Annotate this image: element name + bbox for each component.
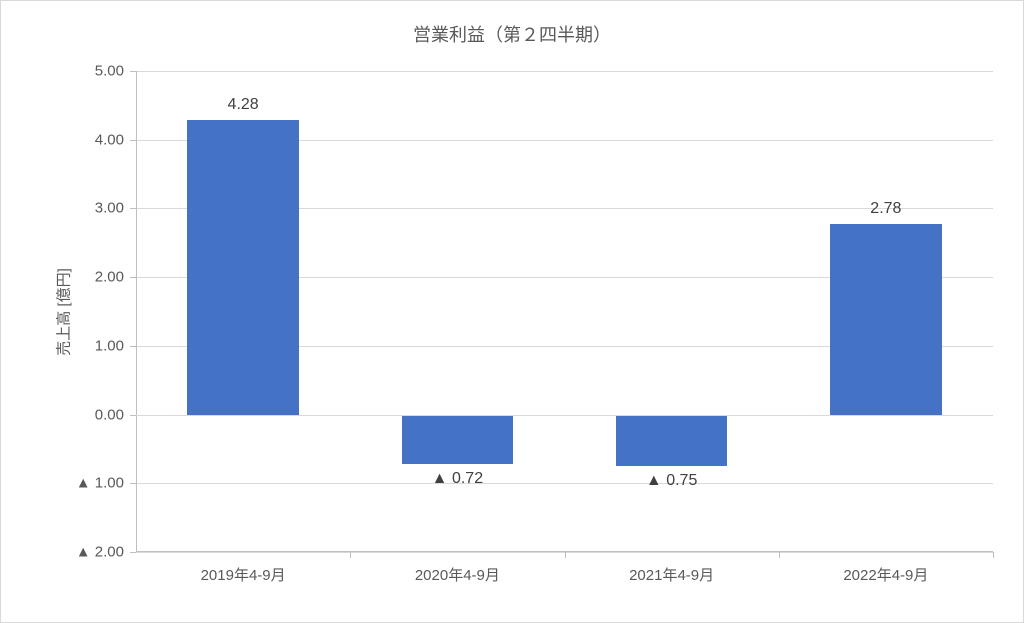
gridline	[136, 71, 993, 72]
data-label: ▲ 0.72	[432, 470, 483, 488]
y-tick-label: 3.00	[95, 200, 124, 217]
bar	[830, 224, 941, 415]
zero-line	[136, 415, 993, 416]
chart-container: 営業利益（第２四半期） 売上高 [億円] ▲ 2.00▲ 1.000.001.0…	[0, 0, 1024, 623]
x-tick-label: 2019年4-9月	[201, 564, 286, 585]
bar	[402, 415, 513, 464]
y-tick-label: 1.00	[95, 337, 124, 354]
gridline	[136, 483, 993, 484]
x-tick-label: 2021年4-9月	[629, 564, 714, 585]
y-tick-label: ▲ 1.00	[76, 475, 124, 492]
y-tick-label: ▲ 2.00	[76, 544, 124, 561]
y-axis-title: 売上高 [億円]	[52, 268, 73, 356]
x-tick-mark	[779, 552, 780, 558]
chart-title: 営業利益（第２四半期）	[1, 21, 1023, 47]
bar	[187, 120, 298, 414]
x-tick-label: 2020年4-9月	[415, 564, 500, 585]
y-axis-line	[136, 71, 137, 552]
data-label: 2.78	[870, 200, 901, 218]
y-tick-label: 2.00	[95, 269, 124, 286]
data-label: 4.28	[228, 96, 259, 114]
y-tick-label: 5.00	[95, 63, 124, 80]
y-tick-label: 4.00	[95, 131, 124, 148]
y-tick-label: 0.00	[95, 406, 124, 423]
bar	[616, 415, 727, 467]
x-tick-mark	[350, 552, 351, 558]
y-tick-mark	[130, 552, 136, 553]
data-label: ▲ 0.75	[646, 472, 697, 490]
x-tick-label: 2022年4-9月	[843, 564, 928, 585]
plot-area: ▲ 2.00▲ 1.000.001.002.003.004.005.004.28…	[136, 71, 993, 552]
x-tick-mark	[565, 552, 566, 558]
x-tick-mark	[993, 552, 994, 558]
